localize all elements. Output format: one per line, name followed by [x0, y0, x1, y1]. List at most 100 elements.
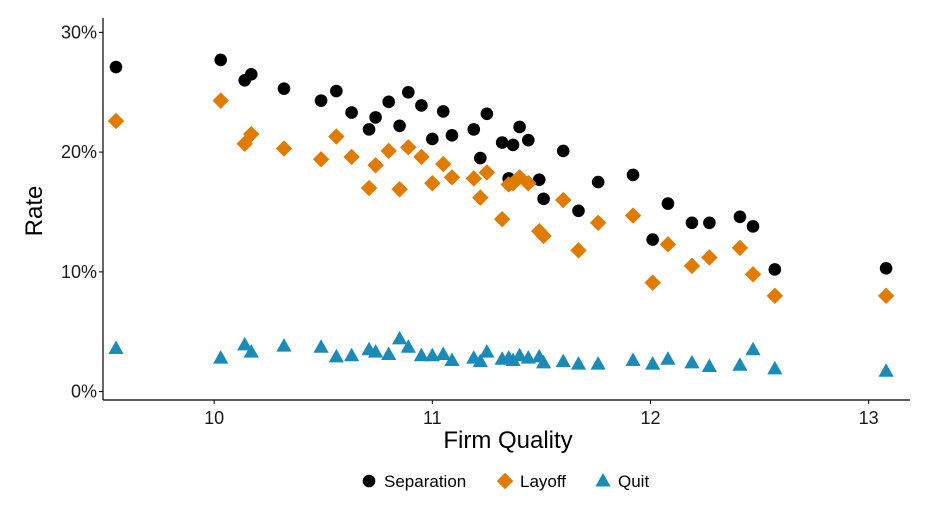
- separation-point: [626, 168, 640, 182]
- quit-point: [400, 339, 416, 353]
- separation-point: [445, 129, 459, 142]
- x-tick-label: 13: [859, 408, 879, 428]
- quit-point: [328, 348, 344, 363]
- layoff-point: [504, 175, 522, 192]
- layoff-point: [731, 239, 749, 257]
- quit-point: [472, 353, 488, 368]
- legend-label: Quit: [618, 472, 649, 491]
- layoff-point: [644, 274, 661, 291]
- quit-point: [368, 344, 384, 358]
- legend-item-separation: Separation: [362, 472, 466, 491]
- y-tick-label: 0%: [71, 382, 97, 402]
- quit-point: [745, 341, 761, 356]
- quit-point: [684, 354, 700, 369]
- separation-point: [506, 138, 520, 152]
- quit-point: [570, 356, 587, 370]
- quit-point: [479, 344, 495, 358]
- x-tick-label: 12: [640, 408, 660, 428]
- separation-point: [345, 106, 358, 119]
- quit-point: [555, 353, 571, 368]
- layoff-point: [212, 92, 229, 109]
- separation-point: [591, 175, 605, 189]
- layoff-point: [659, 236, 677, 253]
- layoff-point: [701, 249, 718, 266]
- layoff-point: [380, 142, 397, 160]
- layoff-point: [555, 191, 572, 209]
- layoff-point: [744, 266, 762, 283]
- layoff-point: [472, 189, 489, 206]
- y-tick-label: 20%: [61, 142, 97, 162]
- quit-point: [645, 356, 661, 370]
- legend-diamond-icon: [496, 472, 514, 490]
- separation-point: [109, 60, 123, 74]
- x-tick-label: 10: [204, 408, 224, 428]
- series-quit: [108, 330, 894, 377]
- separation-point: [746, 220, 760, 233]
- separation-point: [415, 99, 428, 112]
- quit-point: [276, 338, 292, 352]
- layoff-point: [683, 257, 701, 275]
- separation-point: [537, 192, 550, 206]
- separation-point: [426, 132, 439, 146]
- layoff-point: [493, 210, 511, 228]
- quit-point: [625, 352, 641, 366]
- separation-point: [362, 123, 376, 136]
- layoff-point: [520, 175, 537, 192]
- quit-point: [243, 344, 259, 358]
- layoff-point: [343, 148, 360, 166]
- layoff-point: [443, 169, 461, 186]
- separation-point: [513, 120, 526, 134]
- layoff-point: [531, 222, 548, 240]
- quit-point: [413, 347, 430, 362]
- layoff-point: [570, 242, 587, 259]
- quit-point: [424, 347, 440, 362]
- separation-point: [474, 151, 487, 165]
- axes: [102, 18, 910, 401]
- y-tick-label: 30%: [61, 22, 97, 42]
- separation-point: [703, 216, 716, 230]
- y-ticks: 0% 10% 20% 30%: [61, 22, 103, 402]
- y-axis-title: Rate: [21, 186, 48, 237]
- separation-point: [646, 233, 659, 246]
- layoff-point: [243, 125, 260, 143]
- legend-triangle-icon: [595, 473, 611, 487]
- layoff-point: [589, 214, 607, 231]
- quit-point: [392, 330, 408, 345]
- quit-point: [108, 340, 124, 355]
- layoff-point: [877, 287, 895, 305]
- quit-point: [520, 350, 536, 364]
- separation-point: [214, 53, 228, 67]
- legend: Separation Layoff Quit: [362, 472, 649, 491]
- separation-point: [369, 111, 382, 124]
- quit-point: [535, 354, 552, 369]
- separation-point: [661, 197, 675, 210]
- layoff-point: [424, 175, 441, 192]
- layoff-point: [766, 287, 784, 305]
- layoff-point: [360, 179, 378, 197]
- legend-circle-icon: [362, 474, 376, 488]
- layoff-point: [275, 140, 293, 157]
- quit-point: [213, 350, 229, 364]
- quit-point: [505, 352, 521, 366]
- quit-point: [701, 358, 717, 372]
- separation-point: [685, 216, 699, 230]
- layoff-point: [328, 128, 345, 145]
- separation-point: [382, 95, 395, 109]
- quit-point: [444, 352, 460, 366]
- legend-label: Layoff: [520, 472, 566, 491]
- separation-point: [572, 204, 585, 218]
- layoff-point: [400, 139, 417, 156]
- separation-point: [480, 107, 494, 121]
- layoff-point: [535, 227, 552, 245]
- x-ticks: 10 11 12 13: [204, 400, 879, 428]
- quit-point: [767, 360, 783, 375]
- quit-point: [878, 363, 894, 377]
- layoff-point: [107, 112, 125, 130]
- layoff-point: [391, 181, 408, 198]
- quit-point: [660, 351, 676, 365]
- quit-point: [435, 346, 451, 360]
- series-layoff: [107, 92, 895, 305]
- x-tick-label: 11: [423, 408, 442, 428]
- separation-point: [879, 261, 893, 275]
- separation-point: [436, 105, 450, 118]
